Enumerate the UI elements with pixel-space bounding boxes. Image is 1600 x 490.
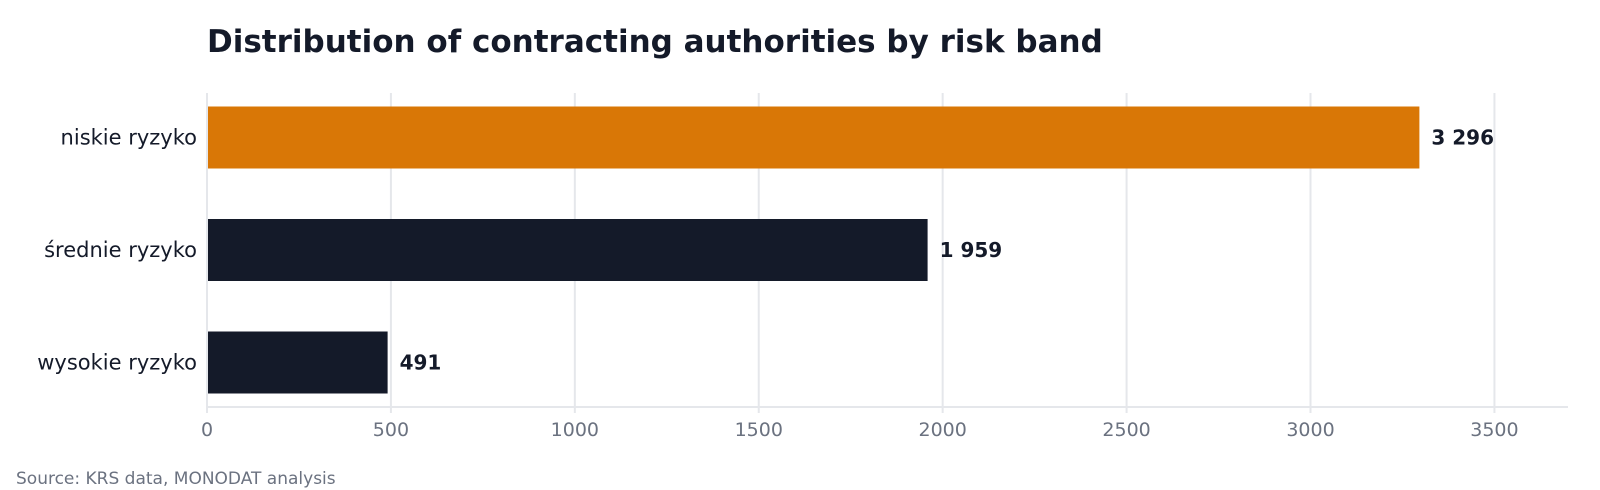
bar-value-label: 3 296 [1431,126,1494,150]
x-tick-label: 500 [373,419,409,441]
bar [207,106,1420,169]
y-category-label: wysokie ryzyko [37,351,197,375]
bar-value-label: 491 [400,351,442,375]
x-tick-label: 2500 [1102,419,1150,441]
x-tick-label: 1500 [735,419,783,441]
x-tick-label: 0 [201,419,213,441]
y-category-label: średnie ryzyko [44,238,197,262]
axes: 0 500 1000 1500 2000 2500 3000 3500 niskie ryzyk… [37,93,1568,441]
source-note: Source: KRS data, MONODAT analysis [16,469,336,489]
x-tick-label: 1000 [551,419,599,441]
x-tick-label: 2000 [918,419,966,441]
bars: 3 296 1 959 491 [207,106,1494,394]
y-category-label: niskie ryzyko [61,126,197,150]
bar [207,219,928,281]
bar-value-label: 1 959 [940,238,1003,262]
chart-title: Distribution of contracting authorities … [207,24,1103,60]
x-tick-label: 3500 [1470,419,1518,441]
x-tick-label: 3000 [1286,419,1334,441]
bar [207,331,388,394]
